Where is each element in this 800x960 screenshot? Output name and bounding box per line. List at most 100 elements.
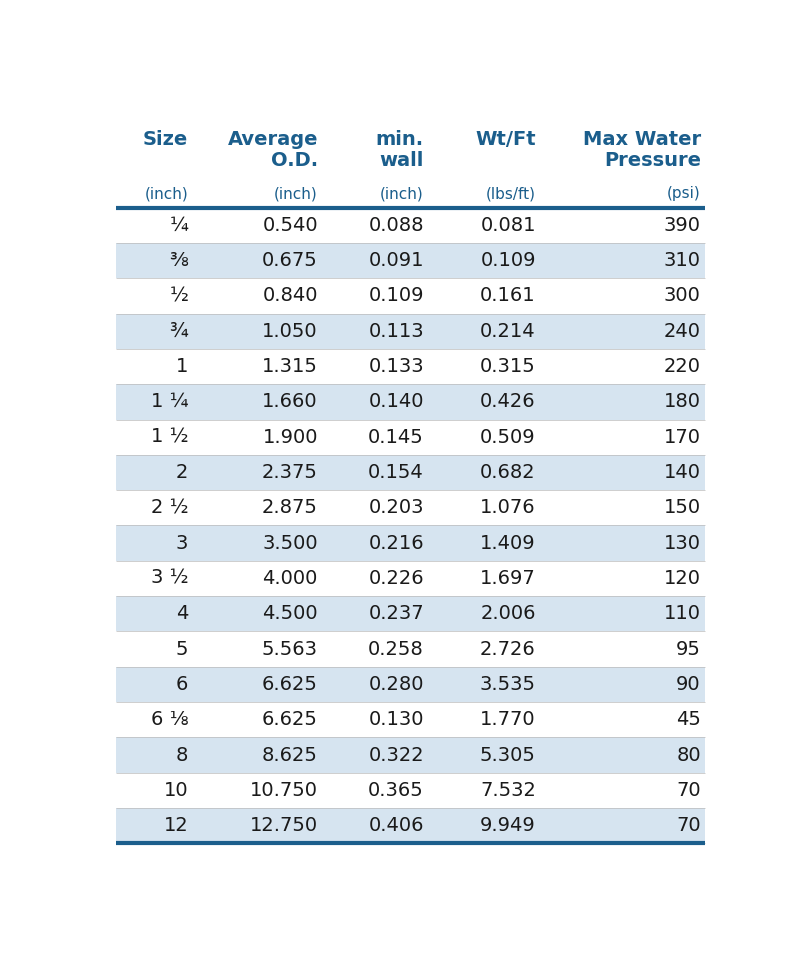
- Text: 2: 2: [176, 463, 188, 482]
- Text: 80: 80: [676, 746, 701, 764]
- Text: 0.113: 0.113: [368, 322, 424, 341]
- Text: Wt/Ft: Wt/Ft: [475, 131, 536, 149]
- Text: 0.509: 0.509: [480, 427, 536, 446]
- Bar: [115, 737, 705, 773]
- Text: 8.625: 8.625: [262, 746, 318, 764]
- Text: 5.305: 5.305: [480, 746, 536, 764]
- Text: 45: 45: [676, 710, 701, 730]
- Text: Average: Average: [227, 131, 318, 149]
- Bar: [115, 702, 705, 737]
- Text: 1 ¼: 1 ¼: [151, 393, 188, 411]
- Text: 1: 1: [176, 357, 188, 376]
- Text: 9.949: 9.949: [480, 816, 536, 835]
- Text: 0.161: 0.161: [480, 286, 536, 305]
- Bar: [115, 123, 705, 207]
- Text: 1.050: 1.050: [262, 322, 318, 341]
- Text: 12.750: 12.750: [250, 816, 318, 835]
- Text: ⅜: ⅜: [170, 252, 188, 270]
- Text: 120: 120: [664, 569, 701, 588]
- Text: 2.875: 2.875: [262, 498, 318, 517]
- Bar: [115, 278, 705, 314]
- Text: 110: 110: [664, 604, 701, 623]
- Text: Max Water: Max Water: [582, 131, 701, 149]
- Text: 3.500: 3.500: [262, 534, 318, 553]
- Text: 0.675: 0.675: [262, 252, 318, 270]
- Text: 0.133: 0.133: [368, 357, 424, 376]
- Text: wall: wall: [379, 152, 424, 170]
- Text: 1 ½: 1 ½: [150, 427, 188, 446]
- Text: 10.750: 10.750: [250, 780, 318, 800]
- Text: O.D.: O.D.: [271, 152, 318, 170]
- Text: 2.006: 2.006: [480, 604, 536, 623]
- Text: (psi): (psi): [667, 186, 701, 202]
- Text: 240: 240: [664, 322, 701, 341]
- Text: 3 ½: 3 ½: [150, 569, 188, 588]
- Text: 0.109: 0.109: [369, 286, 424, 305]
- Text: 0.214: 0.214: [480, 322, 536, 341]
- Text: 1.409: 1.409: [480, 534, 536, 553]
- Bar: [115, 667, 705, 702]
- Text: Pressure: Pressure: [604, 152, 701, 170]
- Text: 3: 3: [176, 534, 188, 553]
- Text: 3.535: 3.535: [480, 675, 536, 694]
- Bar: [115, 773, 705, 808]
- Text: 1.697: 1.697: [480, 569, 536, 588]
- Text: ¼: ¼: [170, 216, 188, 235]
- Text: 180: 180: [664, 393, 701, 411]
- Text: ½: ½: [170, 286, 188, 305]
- Text: 4: 4: [176, 604, 188, 623]
- Text: 150: 150: [664, 498, 701, 517]
- Text: 0.216: 0.216: [368, 534, 424, 553]
- Bar: [115, 596, 705, 632]
- Bar: [115, 314, 705, 348]
- Text: 2 ½: 2 ½: [150, 498, 188, 517]
- Text: (inch): (inch): [380, 186, 424, 202]
- Text: 0.088: 0.088: [369, 216, 424, 235]
- Text: 0.154: 0.154: [368, 463, 424, 482]
- Text: 95: 95: [676, 639, 701, 659]
- Text: 0.365: 0.365: [368, 780, 424, 800]
- Text: 6 ⅛: 6 ⅛: [150, 710, 188, 730]
- Text: Size: Size: [143, 131, 188, 149]
- Text: 390: 390: [664, 216, 701, 235]
- Text: (inch): (inch): [274, 186, 318, 202]
- Bar: [115, 384, 705, 420]
- Text: 0.315: 0.315: [480, 357, 536, 376]
- Text: (inch): (inch): [145, 186, 188, 202]
- Text: 4.000: 4.000: [262, 569, 318, 588]
- Text: (lbs/ft): (lbs/ft): [486, 186, 536, 202]
- Text: 1.900: 1.900: [262, 427, 318, 446]
- Text: 0.109: 0.109: [480, 252, 536, 270]
- Text: 310: 310: [664, 252, 701, 270]
- Text: 140: 140: [664, 463, 701, 482]
- Text: 2.375: 2.375: [262, 463, 318, 482]
- Text: 0.280: 0.280: [369, 675, 424, 694]
- Text: 170: 170: [664, 427, 701, 446]
- Text: 6.625: 6.625: [262, 675, 318, 694]
- Text: 0.145: 0.145: [368, 427, 424, 446]
- Text: 10: 10: [164, 780, 188, 800]
- Text: 0.258: 0.258: [368, 639, 424, 659]
- Text: 0.203: 0.203: [369, 498, 424, 517]
- Text: 70: 70: [676, 816, 701, 835]
- Text: 0.237: 0.237: [368, 604, 424, 623]
- Text: 0.091: 0.091: [369, 252, 424, 270]
- Text: 0.682: 0.682: [480, 463, 536, 482]
- Text: 0.130: 0.130: [369, 710, 424, 730]
- Text: 12: 12: [163, 816, 188, 835]
- Bar: [115, 455, 705, 491]
- Text: 0.322: 0.322: [368, 746, 424, 764]
- Text: 220: 220: [664, 357, 701, 376]
- Bar: [115, 491, 705, 525]
- Text: 0.226: 0.226: [368, 569, 424, 588]
- Text: 0.840: 0.840: [262, 286, 318, 305]
- Text: 1.315: 1.315: [262, 357, 318, 376]
- Text: 8: 8: [176, 746, 188, 764]
- Text: 1.076: 1.076: [480, 498, 536, 517]
- Text: 0.081: 0.081: [480, 216, 536, 235]
- Text: 90: 90: [676, 675, 701, 694]
- Bar: [115, 632, 705, 667]
- Bar: [115, 561, 705, 596]
- Text: 0.406: 0.406: [369, 816, 424, 835]
- Text: 2.726: 2.726: [480, 639, 536, 659]
